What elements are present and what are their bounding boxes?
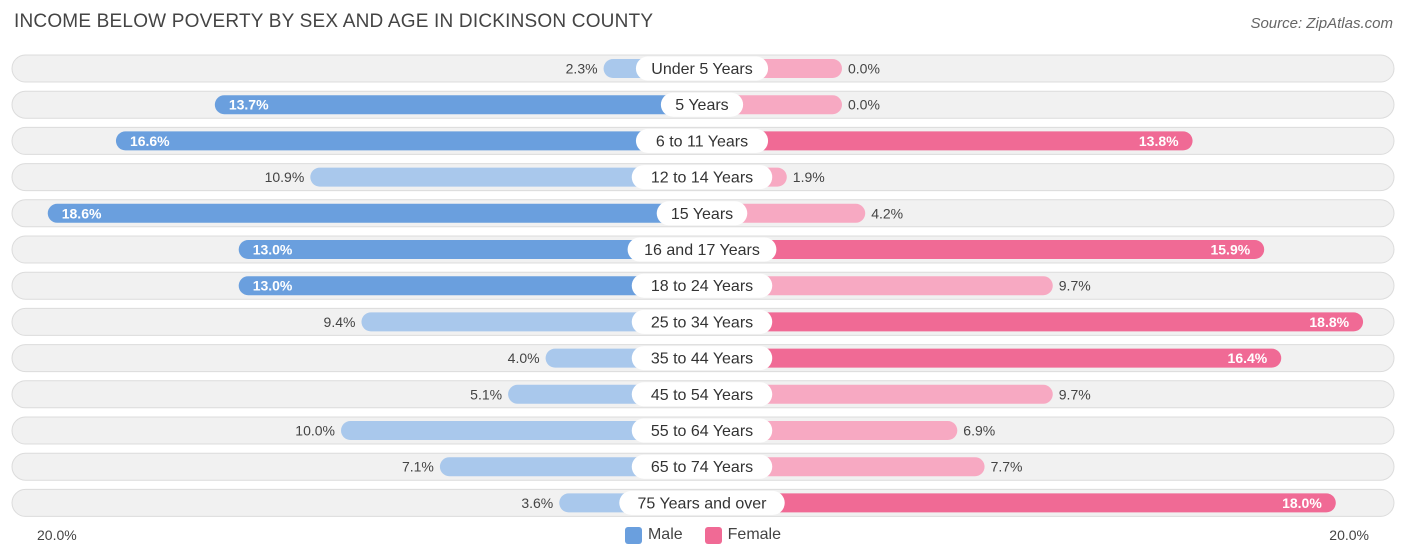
category-label-bg (660, 92, 744, 117)
legend-swatch-female (704, 526, 722, 544)
category-label-bg (631, 273, 773, 298)
bar-female (702, 131, 1193, 151)
chart-title: INCOME BELOW POVERTY BY SEX AND AGE IN D… (14, 11, 654, 32)
bar-female (702, 276, 1053, 296)
bar-female (702, 384, 1053, 404)
value-label-male: 10.0% (295, 423, 335, 439)
category-label: 5 Years (675, 97, 728, 114)
legend-label-male: Male (647, 526, 683, 543)
value-label-female: 13.8% (1139, 133, 1179, 149)
category-label: 65 to 74 Years (651, 459, 753, 476)
bar-female (702, 457, 985, 477)
value-label-male: 13.7% (229, 97, 269, 113)
bar-male (115, 131, 702, 151)
value-label-male: 9.4% (324, 314, 356, 330)
bar-male (361, 312, 702, 332)
category-label-bg (631, 418, 773, 443)
axis-label-right: 20.0% (1329, 527, 1369, 543)
value-label-male: 7.1% (402, 459, 434, 475)
value-label-male: 13.0% (253, 278, 293, 294)
category-label-bg (656, 201, 748, 226)
category-label-bg (631, 346, 773, 371)
value-label-male: 13.0% (253, 242, 293, 258)
bar-female (702, 240, 1265, 259)
legend-item-male[interactable]: Male (624, 526, 683, 544)
value-label-female: 6.9% (963, 423, 995, 439)
bar-male (341, 421, 702, 440)
category-label-bg (635, 56, 769, 81)
category-label-bg (631, 454, 773, 479)
value-label-male: 3.6% (521, 495, 553, 511)
legend-label-female: Female (727, 526, 782, 543)
category-label: Under 5 Years (651, 61, 752, 78)
value-label-female: 16.4% (1228, 350, 1268, 366)
category-label: 6 to 11 Years (656, 133, 748, 150)
value-label-female: 9.7% (1059, 386, 1091, 402)
bar-male (214, 95, 702, 115)
value-label-female: 1.9% (793, 169, 825, 185)
value-label-female: 18.8% (1309, 314, 1349, 330)
bar-female (702, 493, 1336, 513)
value-label-male: 5.1% (470, 386, 502, 402)
legend-swatch-male (624, 526, 642, 544)
category-label-bg (631, 309, 773, 334)
value-label-male: 4.0% (508, 350, 540, 366)
bar-female (702, 348, 1282, 368)
category-label: 12 to 14 Years (651, 170, 753, 187)
axis-label-left: 20.0% (37, 527, 77, 543)
category-label-bg (631, 382, 773, 407)
value-label-male: 16.6% (130, 133, 170, 149)
category-label: 75 Years and over (638, 495, 768, 512)
bar-male (238, 276, 702, 296)
value-label-male: 2.3% (566, 61, 598, 77)
bar-male (310, 167, 702, 187)
category-label: 16 and 17 Years (644, 242, 760, 259)
value-label-female: 4.2% (871, 205, 903, 221)
value-label-female: 0.0% (848, 61, 880, 77)
category-label: 15 Years (671, 206, 733, 223)
legend-item-female[interactable]: Female (704, 526, 782, 544)
legend: Male Female (0, 524, 1406, 546)
value-label-female: 18.0% (1282, 495, 1322, 511)
value-label-female: 7.7% (991, 459, 1023, 475)
bar-female (702, 312, 1364, 332)
category-label: 25 to 34 Years (651, 314, 753, 331)
source-label: Source: ZipAtlas.com (1250, 15, 1393, 32)
category-label: 55 to 64 Years (651, 423, 753, 440)
category-label: 35 to 44 Years (651, 351, 753, 368)
value-label-female: 15.9% (1210, 242, 1250, 258)
bar-male (47, 203, 703, 223)
bar-male (238, 240, 702, 259)
category-label-bg (619, 490, 785, 515)
category-label: 18 to 24 Years (651, 278, 753, 295)
category-label-bg (635, 128, 769, 153)
category-label-bg (627, 237, 777, 262)
value-label-male: 10.9% (265, 169, 305, 185)
value-label-male: 18.6% (62, 205, 102, 221)
value-label-female: 9.7% (1059, 278, 1091, 294)
category-label: 45 to 54 Years (651, 387, 753, 404)
category-label-bg (631, 165, 773, 190)
value-label-female: 0.0% (848, 97, 880, 113)
